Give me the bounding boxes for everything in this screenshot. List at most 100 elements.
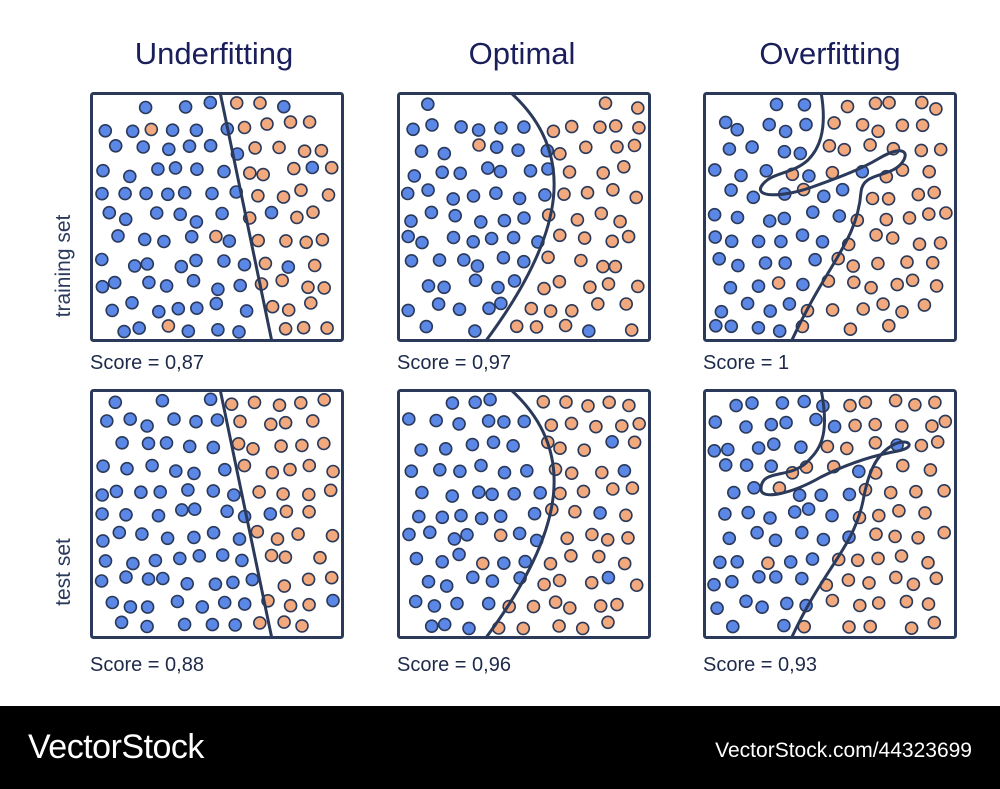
point-class-a: [745, 140, 759, 154]
point-class-a: [173, 207, 187, 222]
point-class-a: [400, 186, 415, 201]
point-class-a: [471, 123, 486, 137]
point-class-a: [710, 601, 724, 615]
decision-boundary: [759, 389, 911, 639]
point-class-b: [253, 616, 267, 630]
point-class-a: [137, 232, 152, 247]
point-class-b: [882, 318, 896, 333]
point-class-a: [474, 215, 488, 229]
point-class-a: [774, 234, 788, 249]
point-class-b: [917, 298, 932, 312]
point-class-a: [720, 442, 735, 457]
point-class-b: [297, 144, 312, 159]
point-class-b: [820, 439, 835, 454]
point-class-b: [840, 99, 855, 114]
point-class-a: [182, 139, 197, 154]
point-class-b: [915, 118, 930, 133]
point-class-a: [448, 208, 463, 223]
point-class-b: [243, 166, 257, 180]
point-class-a: [181, 324, 196, 338]
point-class-a: [118, 212, 133, 227]
point-class-b: [252, 485, 266, 499]
point-class-b: [921, 555, 935, 570]
point-class-a: [141, 436, 156, 451]
point-class-a: [237, 597, 252, 611]
point-class-a: [190, 162, 204, 176]
point-class-b: [277, 615, 291, 629]
panel-test-overfitting: [703, 389, 957, 639]
point-class-a: [741, 505, 756, 520]
point-class-a: [220, 504, 234, 519]
point-class-b: [771, 276, 786, 290]
point-class-a: [421, 574, 436, 589]
point-class-a: [718, 458, 733, 472]
point-class-a: [724, 319, 739, 334]
point-class-b: [911, 531, 925, 545]
point-class-b: [287, 161, 301, 176]
point-class-a: [512, 526, 527, 541]
point-class-a: [707, 207, 722, 222]
point-class-a: [424, 205, 439, 220]
point-class-a: [465, 437, 480, 452]
point-class-a: [708, 415, 723, 429]
point-class-b: [570, 213, 585, 227]
point-class-b: [902, 211, 917, 225]
point-class-b: [564, 466, 579, 480]
point-class-a: [474, 511, 489, 526]
point-class-a: [517, 120, 531, 134]
point-class-a: [780, 596, 794, 611]
point-class-a: [429, 413, 444, 428]
point-class-b: [291, 527, 305, 541]
point-class-a: [421, 279, 436, 293]
point-class-a: [751, 441, 766, 455]
point-class-a: [468, 324, 482, 338]
point-class-a: [708, 230, 722, 244]
point-class-a: [162, 142, 176, 157]
point-class-a: [795, 525, 809, 540]
title-overfitting: Overfitting: [759, 36, 901, 71]
point-class-a: [816, 532, 831, 547]
point-class-b: [564, 549, 578, 563]
point-class-b: [301, 572, 316, 587]
point-class-a: [493, 164, 508, 179]
point-class-b: [320, 321, 334, 335]
point-class-a: [277, 99, 291, 114]
point-class-b: [306, 414, 320, 428]
point-class-a: [159, 436, 174, 450]
point-class-a: [466, 189, 481, 203]
point-class-b: [279, 234, 293, 248]
point-class-a: [140, 619, 154, 634]
point-class-a: [189, 414, 203, 429]
point-class-a: [432, 463, 447, 477]
point-class-a: [102, 205, 117, 220]
point-class-b: [596, 259, 610, 274]
point-class-a: [709, 319, 723, 333]
point-class-a: [768, 533, 783, 548]
point-class-b: [144, 122, 159, 137]
point-class-a: [454, 508, 468, 523]
point-class-b: [871, 596, 886, 610]
point-class-a: [228, 618, 242, 632]
point-class-a: [189, 123, 204, 138]
decision-boundary: [218, 389, 274, 639]
point-class-a: [206, 484, 221, 498]
point-class-b: [840, 441, 854, 456]
point-class-a: [722, 142, 737, 156]
point-class-a: [95, 279, 110, 294]
point-class-a: [167, 412, 181, 426]
point-class-b: [541, 250, 555, 265]
point-class-b: [927, 615, 942, 630]
point-class-a: [151, 162, 165, 176]
point-class-a: [245, 572, 260, 587]
point-class-a: [153, 485, 167, 499]
point-class-a: [713, 555, 727, 570]
point-class-a: [264, 205, 279, 220]
point-class-a: [496, 250, 511, 265]
point-class-b: [925, 419, 939, 433]
point-class-b: [246, 441, 260, 456]
title-optimal: Optimal: [468, 36, 576, 71]
point-class-b: [601, 277, 616, 291]
point-class-a: [507, 487, 521, 501]
point-class-a: [156, 571, 170, 586]
point-class-b: [761, 556, 775, 570]
